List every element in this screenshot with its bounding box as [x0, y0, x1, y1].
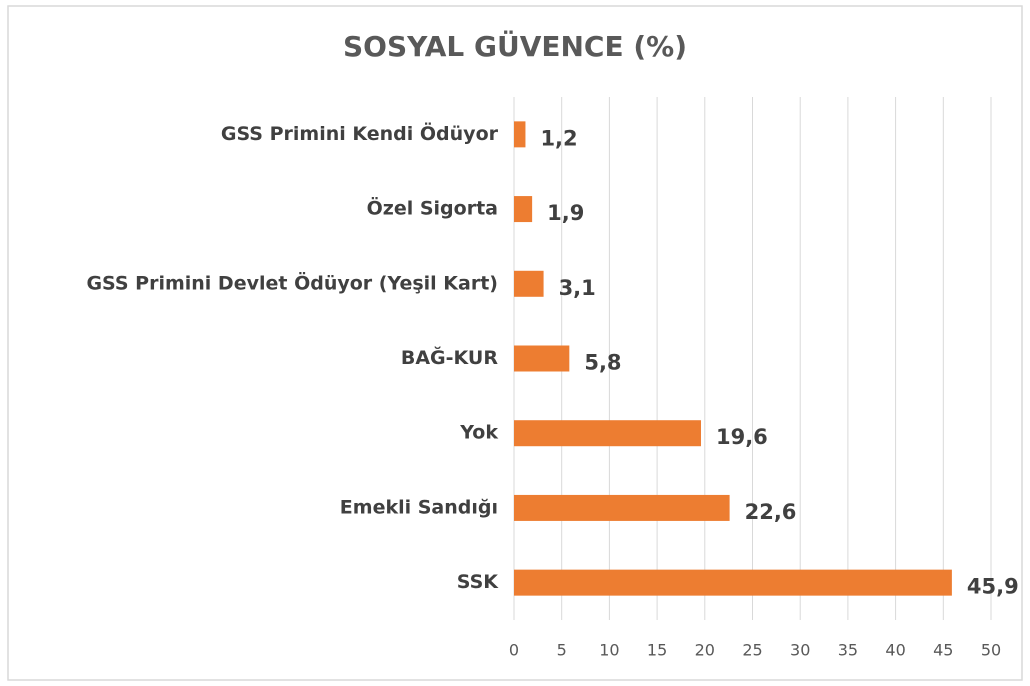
x-tick-label: 10 — [599, 641, 619, 660]
x-tick-label: 0 — [509, 641, 519, 660]
x-tick-label: 45 — [933, 641, 953, 660]
data-label: 19,6 — [716, 425, 768, 449]
y-tick-label: GSS Primini Devlet Ödüyor (Yeşil Kart) — [86, 270, 498, 294]
x-tick-label: 50 — [981, 641, 1001, 660]
x-tick-label: 30 — [790, 641, 810, 660]
y-tick-label: Özel Sigorta — [367, 196, 498, 220]
data-label: 45,9 — [967, 575, 1019, 599]
x-tick-label: 35 — [838, 641, 858, 660]
data-label: 1,9 — [547, 201, 584, 225]
bar — [514, 569, 952, 596]
data-label: 22,6 — [745, 500, 797, 524]
data-label: 5,8 — [584, 351, 621, 375]
x-tick-label: 5 — [557, 641, 567, 660]
y-tick-label: SSK — [457, 571, 500, 593]
y-tick-label: Emekli Sandığı — [340, 496, 498, 518]
x-tick-label: 40 — [885, 641, 905, 660]
x-tick-label: 25 — [742, 641, 762, 660]
data-label: 3,1 — [559, 276, 596, 300]
chart-border — [7, 5, 1023, 681]
bar — [514, 121, 526, 148]
y-tick-label: GSS Primini Kendi Ödüyor — [221, 121, 499, 145]
bar — [514, 270, 544, 297]
bar — [514, 494, 730, 521]
x-tick-label: 20 — [695, 641, 715, 660]
bar — [514, 196, 533, 223]
y-tick-label: Yok — [459, 422, 498, 444]
chart-title: SOSYAL GÜVENCE (%) — [343, 29, 687, 63]
bar — [514, 420, 701, 447]
y-tick-label: BAĞ-KUR — [401, 345, 498, 369]
bar — [514, 345, 570, 372]
data-label: 1,2 — [540, 126, 577, 150]
x-tick-label: 15 — [647, 641, 667, 660]
